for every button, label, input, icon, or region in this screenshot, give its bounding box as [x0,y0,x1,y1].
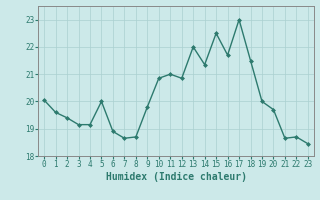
X-axis label: Humidex (Indice chaleur): Humidex (Indice chaleur) [106,172,246,182]
